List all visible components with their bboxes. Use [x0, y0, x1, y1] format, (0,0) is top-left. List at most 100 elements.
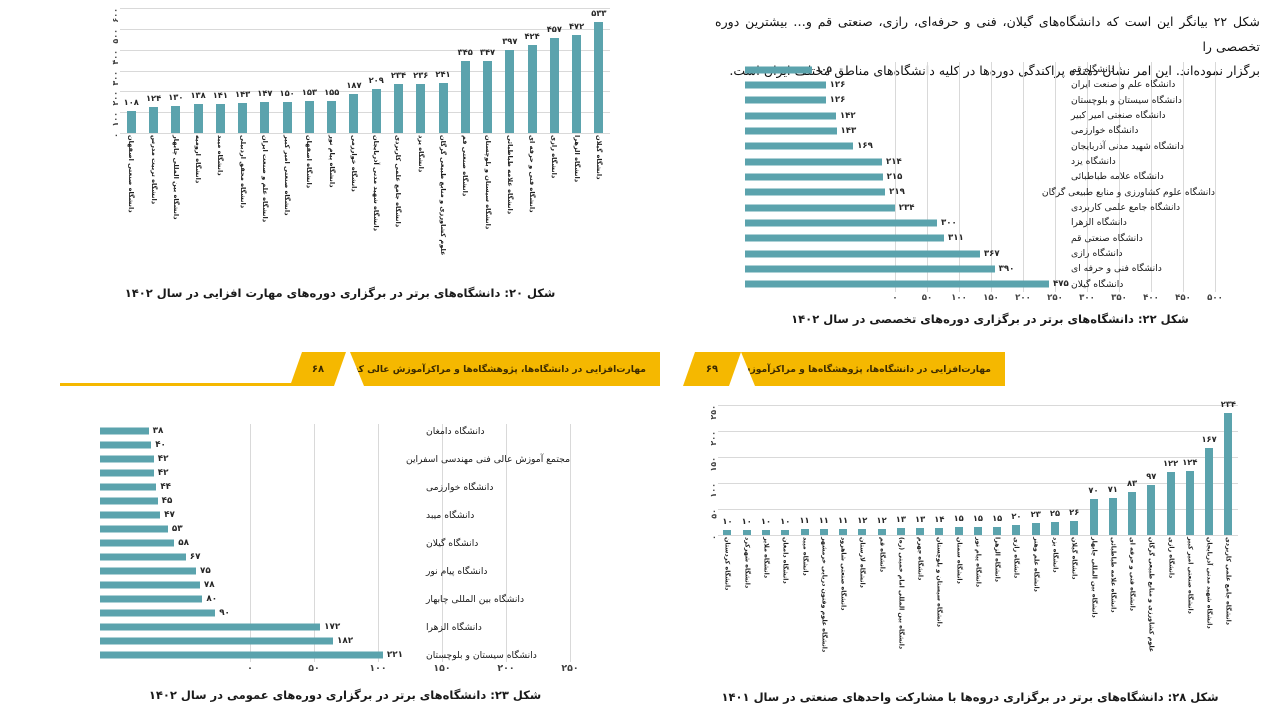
gridline — [991, 62, 992, 292]
x-axis-tick-label: دانشگاه تربیت مدرس — [149, 135, 158, 205]
bar-item: ۱۰ — [756, 405, 775, 535]
x-axis-tick-label: دانشگاه فنی و حرفه ای — [1128, 537, 1136, 611]
bar-track: ۷۵ — [100, 564, 420, 578]
banner-right-page-number: ۶۹ — [683, 352, 741, 386]
bar-track: ۸۰ — [100, 592, 420, 606]
bar — [745, 96, 826, 104]
bar-item: ۱۵۳ — [298, 8, 320, 133]
banner-left-page-number: ۶۸ — [290, 352, 346, 386]
category-label: دانشگاه صنعتی امیر کبیر — [1071, 110, 1166, 122]
bar-item: ۱۸۲ — [100, 634, 570, 648]
x-axis-tick-label: ۱۰۰ — [369, 663, 387, 674]
bar — [594, 21, 604, 133]
bar-item: ۲۳۴ — [387, 8, 409, 133]
x-axis-tick-label: دانشگاه میبد — [801, 537, 809, 576]
bar-item: ۱۳ — [910, 405, 929, 535]
bar-item: دانشگاه قم ۱۰۵ — [745, 62, 1215, 77]
x-axis-tick-label: دانشگاه گیلان — [1070, 537, 1078, 580]
bar-value-label: ۷۸ — [203, 580, 215, 590]
gridline — [1119, 62, 1120, 292]
bar-item: دانشگاه میبد ۴۷ — [100, 508, 570, 522]
bar-item: ۸۳ — [1122, 405, 1141, 535]
x-axis-tick-label: دانشگاه صنعتی امیر کبیر — [1186, 537, 1194, 614]
gridline — [1055, 62, 1056, 292]
bar-value-label: ۲۰۹ — [368, 75, 384, 86]
bar-track: ۵۳ — [100, 522, 420, 536]
bar-value-label: ۱۲۲ — [1162, 457, 1179, 468]
bar — [393, 84, 403, 133]
bar-item: دانشگاه علامه طباطبائی ۲۱۵ — [745, 169, 1215, 184]
intro-paragraph: شکل ۲۲ بیانگر این است که دانشگاه‌های گیل… — [715, 10, 1260, 84]
figure-23-plot-area: دانشگاه دامغان ۳۸ ۴۰ مجتمع آموزش عالی فنی م… — [100, 424, 571, 662]
bar — [1050, 522, 1059, 535]
bar-item: ۱۵ — [949, 405, 968, 535]
figure-28-plot-area: ۰ ۵۰ ۱۰۰ ۱۵۰ ۲۰۰ ۲۵۰ ۲۳۴ ۱۶۷ ۱۲۴ ۱۲۲ ۹۷ ۸۳ ۷۱ ۷۰ ۲۶ ۲۵… — [710, 399, 1238, 540]
gridline — [1215, 62, 1216, 292]
x-axis-tick-label: ۴۵۰ — [1175, 293, 1191, 303]
x-axis-tick-label: دانشگاه جامع علمی کاربردی — [394, 135, 403, 228]
bar-value-label: ۲۶ — [1069, 507, 1080, 518]
banner-left-title: مهارت‌افزایی در دانشگاه‌ها، پژوهشگاه‌ها … — [338, 363, 646, 375]
x-axis-tick-label: دانشگاه رازی — [1012, 537, 1020, 579]
bar-value-label: ۴۴ — [160, 482, 172, 492]
bar — [954, 527, 963, 535]
bar-item: دانشگاه جامع علمی کاربردی ۲۳۴ — [745, 200, 1215, 215]
bar-item: ۱۰ — [718, 405, 737, 535]
bar-value-label: ۲۳۴ — [1220, 399, 1236, 410]
bar — [1089, 498, 1098, 535]
gridline — [120, 49, 610, 51]
paragraph-line-1: شکل ۲۲ بیانگر این است که دانشگاه‌های گیل… — [715, 14, 1260, 54]
bar-value-label: ۳۱۱ — [948, 233, 964, 244]
x-axis-tick-label: دانشگاه ارومیه — [194, 135, 203, 184]
bar — [100, 539, 175, 547]
bar — [993, 527, 1002, 535]
bar — [1128, 491, 1137, 535]
bar-value-label: ۱۱ — [837, 515, 849, 526]
figure-22-caption: شکل ۲۲: دانشگاه‌های برتر در برگزاری دوره… — [791, 312, 1189, 326]
bar — [839, 529, 848, 535]
bar-track: ۱۲۶ — [745, 93, 1065, 108]
bar-value-label: ۱۱ — [818, 515, 829, 526]
bar-item: ۱۲۲ — [1161, 405, 1180, 535]
bar — [100, 483, 157, 491]
bar-item: ۳۹۷ — [499, 8, 521, 133]
bar-value-label: ۳۴۷ — [479, 46, 496, 57]
banner-right-title-block: مهارت‌افزایی در دانشگاه‌ها، پژوهشگاه‌ها … — [741, 352, 1005, 386]
bar-item: ۱۱ — [795, 405, 814, 535]
bar — [100, 525, 168, 533]
bar-value-label: ۹۷ — [1146, 470, 1157, 481]
x-axis-tick-label: ۲۰۰ — [1015, 293, 1031, 303]
bar-item: دانشگاه صنعتی امیر کبیر ۱۴۲ — [745, 108, 1215, 123]
gridline — [1023, 62, 1024, 292]
bar — [1070, 521, 1079, 535]
x-axis-tick-label: دانشگاه الزهرا — [572, 135, 581, 183]
bar-value-label: ۱۰ — [722, 515, 733, 526]
category-label: دانشگاه سیستان و بلوچستان — [426, 649, 537, 661]
bar-value-label: ۱۲۴ — [1182, 456, 1198, 467]
bar-item: ۱۰ — [737, 405, 756, 535]
bar-item: ۲۳۴ — [1219, 399, 1238, 535]
bar-item: ۷۸ — [100, 578, 570, 592]
bar — [193, 104, 203, 133]
bar-value-label: ۲۳۴ — [898, 202, 915, 213]
bar-item: دانشگاه شهید مدنی آذربایجان ۱۶۹ — [745, 139, 1215, 154]
bar-track: ۳۰۰ — [745, 215, 1065, 230]
figure-20-chart: ۰ ۱۰۰ ۲۰۰ ۳۰۰ ۴۰۰ ۵۰۰ ۶۰۰ ۵۳۳ ۴۷۲ ۴۵۷ ۴۲۴ ۳۹۷ ۳۴۷ ۳۴… — [112, 8, 610, 138]
figure-23-xaxis: ۰ ۵۰ ۱۰۰ ۱۵۰ ۲۰۰ ۲۵۰ — [247, 663, 578, 685]
figure-28-bars: ۲۳۴ ۱۶۷ ۱۲۴ ۱۲۲ ۹۷ ۸۳ ۷۱ ۷۰ ۲۶ ۲۵ ۲۳ ۲۰ ۱۵ ۱۵ ۱۵ ۱۴ ۱۳ ۱۳… — [718, 399, 1238, 535]
bar-value-label: ۴۲۴ — [524, 30, 540, 41]
bar — [745, 81, 826, 89]
bar-value-label: ۱۵۵ — [324, 86, 340, 97]
x-axis-tick-label: دانشگاه شهید مدنی آذربایجان — [1205, 537, 1213, 629]
bar-value-label: ۱۵۳ — [301, 87, 318, 98]
bar-track: ۱۷۲ — [100, 620, 420, 634]
bar — [1224, 413, 1233, 535]
bar — [100, 469, 154, 477]
bar-track: ۶۷ — [100, 550, 420, 564]
gridline — [718, 405, 1238, 406]
bar-value-label: ۷۵ — [200, 566, 211, 576]
bar-item: ۱۲۴ — [142, 8, 164, 133]
bar-item: ۲۶ — [1065, 405, 1084, 535]
x-axis-tick-label: ۲۰۰ — [497, 663, 515, 674]
